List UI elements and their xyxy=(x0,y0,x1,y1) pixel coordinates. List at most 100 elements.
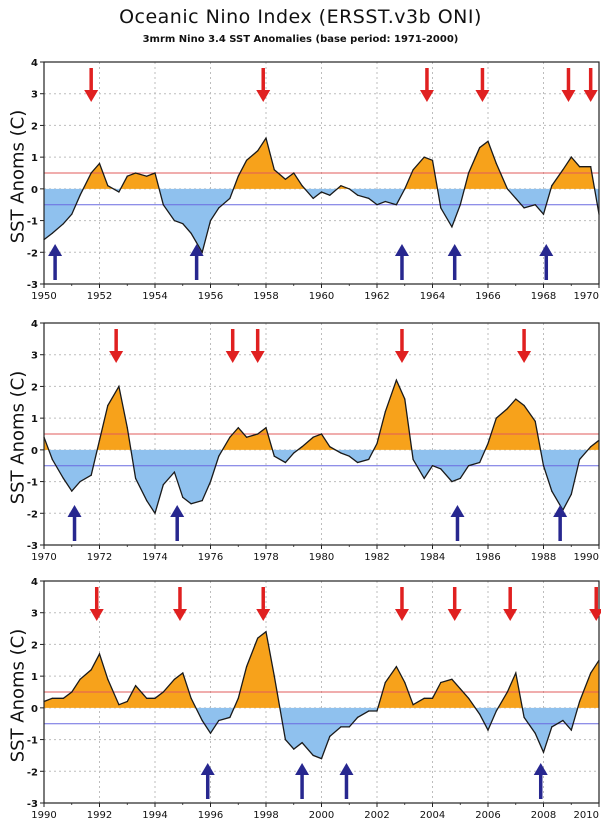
y-tick-label: 1 xyxy=(31,414,38,425)
x-tick-label: 1960 xyxy=(309,291,334,302)
el-nino-arrow xyxy=(447,587,462,621)
data-point xyxy=(209,220,212,222)
data-point xyxy=(273,675,275,677)
x-tick-label: 1980 xyxy=(309,552,334,563)
data-point xyxy=(515,398,517,400)
el-nino-arrow xyxy=(109,329,124,363)
data-point xyxy=(237,175,239,177)
arrow-head xyxy=(533,763,548,775)
data-point xyxy=(570,156,572,158)
data-point xyxy=(273,455,275,457)
y-tick-label: 1 xyxy=(31,153,38,164)
data-point xyxy=(218,207,220,209)
y-tick-label: 2 xyxy=(31,382,38,393)
x-tick-label: 1972 xyxy=(87,552,112,563)
data-point xyxy=(395,666,397,668)
data-point xyxy=(368,197,370,199)
arrow-head xyxy=(517,351,532,363)
y-tick-label: -1 xyxy=(27,736,38,747)
data-point xyxy=(570,493,572,495)
data-point xyxy=(542,465,545,467)
data-point xyxy=(312,197,314,199)
arrow-head xyxy=(394,244,409,256)
data-point xyxy=(340,726,342,728)
arrow-head xyxy=(200,763,215,775)
la-nina-arrow xyxy=(394,244,409,280)
data-point xyxy=(154,697,156,699)
data-point xyxy=(412,704,414,706)
data-point xyxy=(173,220,175,222)
arrow-head xyxy=(447,244,462,256)
x-tick-label: 1974 xyxy=(142,552,167,563)
data-point xyxy=(71,490,73,492)
el-nino-arrow xyxy=(256,587,271,621)
data-point xyxy=(357,461,359,464)
data-point xyxy=(51,697,53,699)
el-nino-arrow xyxy=(583,68,598,102)
data-point xyxy=(154,172,156,174)
x-tick-label: 1978 xyxy=(253,552,278,563)
y-tick-label: -1 xyxy=(27,478,38,489)
data-point xyxy=(293,452,295,454)
data-point xyxy=(246,436,248,438)
el-nino-arrow xyxy=(589,587,601,621)
data-point xyxy=(257,637,259,639)
positive-anomaly-area xyxy=(44,138,599,189)
x-tick-label: 1976 xyxy=(198,552,223,563)
data-point xyxy=(90,172,92,174)
x-tick-label: 1996 xyxy=(198,810,223,821)
data-point xyxy=(515,672,517,674)
data-point xyxy=(412,458,414,460)
data-point xyxy=(523,404,525,407)
data-point xyxy=(98,439,101,441)
oni-chart-1970-1990: -3 -2 -1 0 1 2 3 4 1970 1972 1974 1976 1978 1980 1982 1… xyxy=(27,319,600,563)
data-point xyxy=(329,194,331,196)
el-nino-arrow xyxy=(419,68,434,102)
y-tick-label: 4 xyxy=(31,58,38,69)
arrow-head xyxy=(256,90,271,102)
data-point xyxy=(312,436,314,438)
arrow-head xyxy=(84,90,99,102)
x-tick-label: 1968 xyxy=(531,291,556,302)
y-tick-label: 0 xyxy=(31,185,38,196)
x-tick-label: 1994 xyxy=(142,810,167,821)
arrow-head xyxy=(561,90,576,102)
x-tick-label: 1990 xyxy=(31,810,56,821)
el-nino-arrow xyxy=(89,587,104,621)
data-point xyxy=(71,213,73,215)
data-point xyxy=(487,729,489,731)
data-point xyxy=(506,188,508,190)
data-point xyxy=(79,194,81,196)
data-point xyxy=(534,420,536,422)
data-point xyxy=(440,681,442,684)
el-nino-arrow xyxy=(394,587,409,621)
data-point xyxy=(79,481,81,483)
data-point xyxy=(173,471,175,473)
arrow-head xyxy=(583,90,598,102)
data-point xyxy=(79,678,81,680)
y-tick-label: 2 xyxy=(31,121,38,132)
data-point xyxy=(534,732,536,734)
data-point xyxy=(246,666,248,668)
data-point xyxy=(348,188,350,190)
data-point xyxy=(146,697,148,699)
data-point xyxy=(107,404,109,407)
data-point xyxy=(579,458,581,460)
data-point xyxy=(118,385,120,387)
arrow-head xyxy=(339,763,354,775)
arrow-head xyxy=(256,609,271,621)
la-nina-arrow xyxy=(200,763,215,799)
arrow-head xyxy=(475,90,490,102)
panel-1950-1970: SST Anoms (C) -3 -2 -1 0 1 2 3 4 1950 1952 1954 195… xyxy=(0,56,601,316)
data-point xyxy=(218,455,220,457)
data-point xyxy=(257,150,259,152)
arrow-head xyxy=(170,505,185,517)
data-point xyxy=(246,159,248,161)
data-point xyxy=(395,204,397,206)
data-point xyxy=(90,474,92,476)
data-point xyxy=(62,697,64,699)
data-point xyxy=(154,512,156,514)
data-point xyxy=(182,223,184,225)
x-tick-label: 1970 xyxy=(31,552,56,563)
y-tick-label: -2 xyxy=(27,767,38,778)
